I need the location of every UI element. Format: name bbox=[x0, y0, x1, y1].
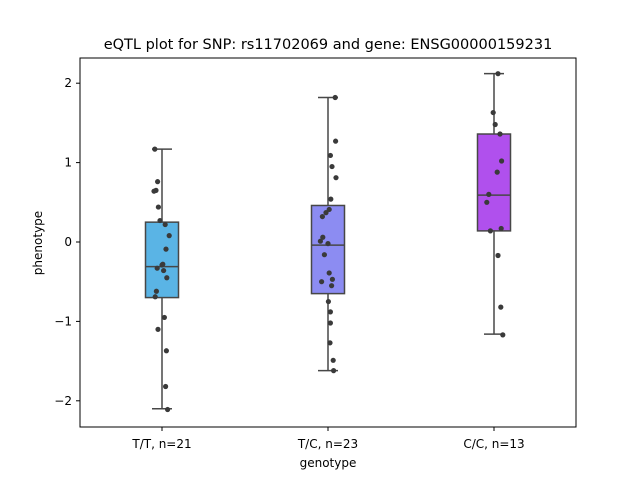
data-point bbox=[151, 188, 157, 194]
data-point bbox=[500, 332, 506, 338]
box bbox=[310, 204, 346, 295]
data-point bbox=[327, 152, 333, 159]
y-tick-label: −1 bbox=[54, 314, 72, 328]
data-point bbox=[155, 326, 161, 332]
box-group bbox=[310, 94, 346, 374]
data-point bbox=[328, 196, 334, 202]
data-point bbox=[326, 270, 332, 276]
data-point bbox=[155, 179, 161, 185]
data-point bbox=[166, 233, 172, 239]
data-point bbox=[329, 283, 335, 289]
data-point bbox=[155, 204, 161, 210]
data-point bbox=[330, 357, 336, 363]
data-point bbox=[329, 163, 335, 170]
data-point bbox=[326, 206, 332, 213]
y-tick-label: −2 bbox=[54, 394, 72, 408]
data-point bbox=[161, 314, 167, 321]
data-point bbox=[154, 265, 160, 271]
data-point bbox=[163, 246, 169, 252]
data-point bbox=[484, 199, 490, 205]
data-point bbox=[490, 109, 496, 116]
x-axis-label: genotype bbox=[300, 456, 357, 470]
data-point bbox=[321, 252, 327, 258]
data-point bbox=[497, 131, 503, 137]
data-point bbox=[317, 238, 323, 244]
data-point bbox=[486, 191, 492, 197]
data-point bbox=[152, 294, 158, 300]
chart-title: eQTL plot for SNP: rs11702069 and gene: … bbox=[104, 37, 553, 53]
data-point bbox=[498, 304, 504, 310]
y-tick-label: 2 bbox=[64, 76, 72, 90]
box bbox=[144, 221, 180, 299]
data-point bbox=[487, 228, 493, 234]
data-point bbox=[498, 225, 504, 232]
data-point bbox=[323, 210, 329, 216]
data-point bbox=[165, 406, 171, 413]
data-point bbox=[495, 252, 501, 259]
data-point bbox=[157, 217, 163, 224]
data-point bbox=[161, 267, 167, 274]
y-tick-label: 1 bbox=[64, 156, 72, 170]
data-point bbox=[332, 94, 338, 101]
y-tick-label: 0 bbox=[64, 235, 72, 249]
x-tick-label: T/T, n=21 bbox=[131, 437, 191, 451]
data-point bbox=[160, 261, 166, 267]
box-group bbox=[144, 146, 180, 413]
data-point bbox=[329, 276, 335, 282]
data-point bbox=[162, 221, 168, 228]
data-point bbox=[163, 383, 169, 390]
x-tick-label: T/C, n=23 bbox=[297, 437, 358, 451]
data-point bbox=[153, 288, 159, 294]
data-point bbox=[163, 348, 169, 354]
data-point bbox=[495, 71, 501, 77]
data-point bbox=[333, 175, 339, 181]
data-point bbox=[325, 298, 331, 305]
data-point bbox=[319, 279, 325, 285]
data-point bbox=[331, 368, 337, 374]
data-point bbox=[164, 275, 170, 281]
data-point bbox=[327, 320, 333, 326]
data-point bbox=[320, 234, 326, 240]
y-axis-label: phenotype bbox=[31, 211, 45, 275]
data-point bbox=[152, 146, 158, 152]
data-point bbox=[325, 240, 331, 247]
data-point bbox=[327, 340, 333, 346]
data-point bbox=[492, 121, 498, 128]
data-point bbox=[494, 169, 500, 175]
x-tick-label: C/C, n=13 bbox=[463, 437, 524, 451]
data-point bbox=[333, 138, 339, 144]
data-point bbox=[327, 309, 333, 315]
data-point bbox=[319, 213, 325, 220]
box bbox=[476, 133, 512, 232]
box-group bbox=[476, 71, 512, 338]
data-point bbox=[499, 158, 505, 164]
